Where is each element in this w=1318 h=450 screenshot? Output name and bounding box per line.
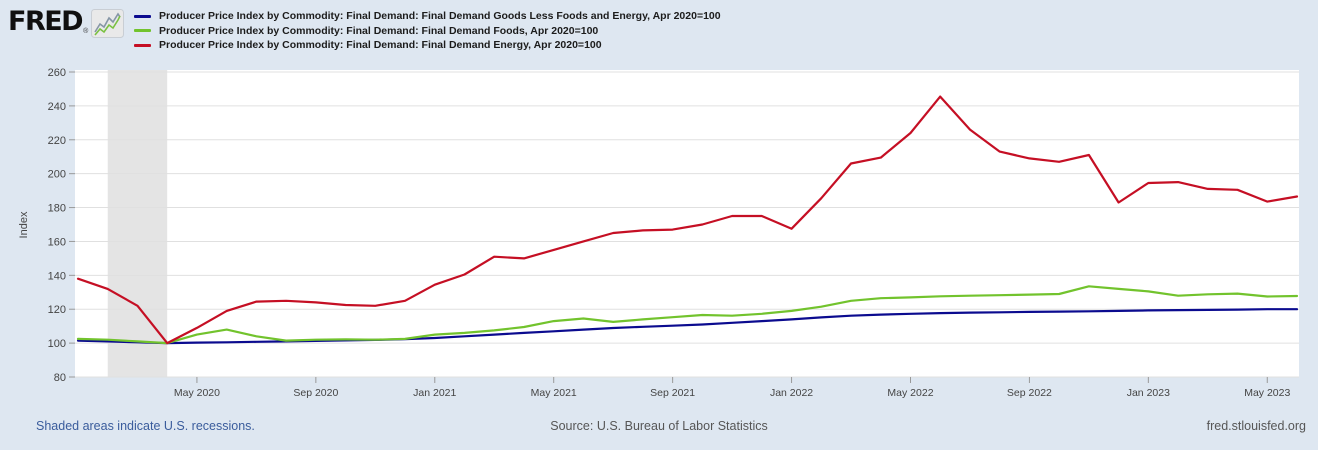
x-axis-tick-label: May 2020 [174,387,220,399]
chart-legend: Producer Price Index by Commodity: Final… [134,9,721,53]
y-axis-tick-label: 80 [54,372,66,384]
fred-logo-sparkline-icon [91,9,125,38]
recession-shading [107,70,168,377]
y-axis-tick-label: 200 [48,169,66,181]
legend-line-swatch-green [134,29,151,33]
series-line-goods-less-foods-energy [76,308,1299,345]
x-axis-tick-label: May 2023 [1244,387,1290,399]
y-axis-tick-label: 180 [48,203,66,215]
x-axis-tick-label: May 2022 [887,387,933,399]
legend-label: Producer Price Index by Commodity: Final… [159,39,602,52]
y-axis-tick-label: 220 [48,135,66,147]
plot-background [75,70,1299,377]
y-axis-tick-label: 260 [48,67,66,79]
x-axis-tick-label: Jan 2021 [413,387,456,399]
series-line-energy [76,95,1299,345]
y-axis-tick-label: 100 [48,338,66,350]
legend-item-goods-less-foods-energy: Producer Price Index by Commodity: Final… [134,9,721,24]
y-axis-tick-label: 160 [48,236,66,248]
registered-mark: ® [83,28,89,35]
x-axis-tick-label: Jan 2023 [1127,387,1170,399]
fred-logo: FRED ® [8,6,125,38]
series-line-foods [76,285,1299,345]
legend-label: Producer Price Index by Commodity: Final… [159,24,599,37]
source-text: Source: U.S. Bureau of Labor Statistics [550,419,768,433]
fred-logo-text: FRED [8,6,84,37]
legend-line-swatch-red [134,43,151,47]
legend-item-energy: Producer Price Index by Commodity: Final… [134,38,721,53]
y-axis-tick-label: 120 [48,304,66,316]
x-axis-tick-label: Jan 2022 [770,387,813,399]
x-axis-tick-label: Sep 2022 [1007,387,1052,399]
legend-label: Producer Price Index by Commodity: Final… [159,10,721,23]
legend-line-swatch-blue [134,14,151,18]
x-axis-tick-label: Sep 2021 [650,387,695,399]
x-axis-tick-label: Sep 2020 [293,387,338,399]
fred-site-link[interactable]: fred.stlouisfed.org [1206,419,1306,433]
legend-item-foods: Producer Price Index by Commodity: Final… [134,24,721,39]
y-axis-tick-label: 140 [48,270,66,282]
x-axis-tick-label: May 2021 [531,387,577,399]
y-axis-tick-label: 240 [48,101,66,113]
recession-note-link[interactable]: Shaded areas indicate U.S. recessions. [36,419,255,433]
